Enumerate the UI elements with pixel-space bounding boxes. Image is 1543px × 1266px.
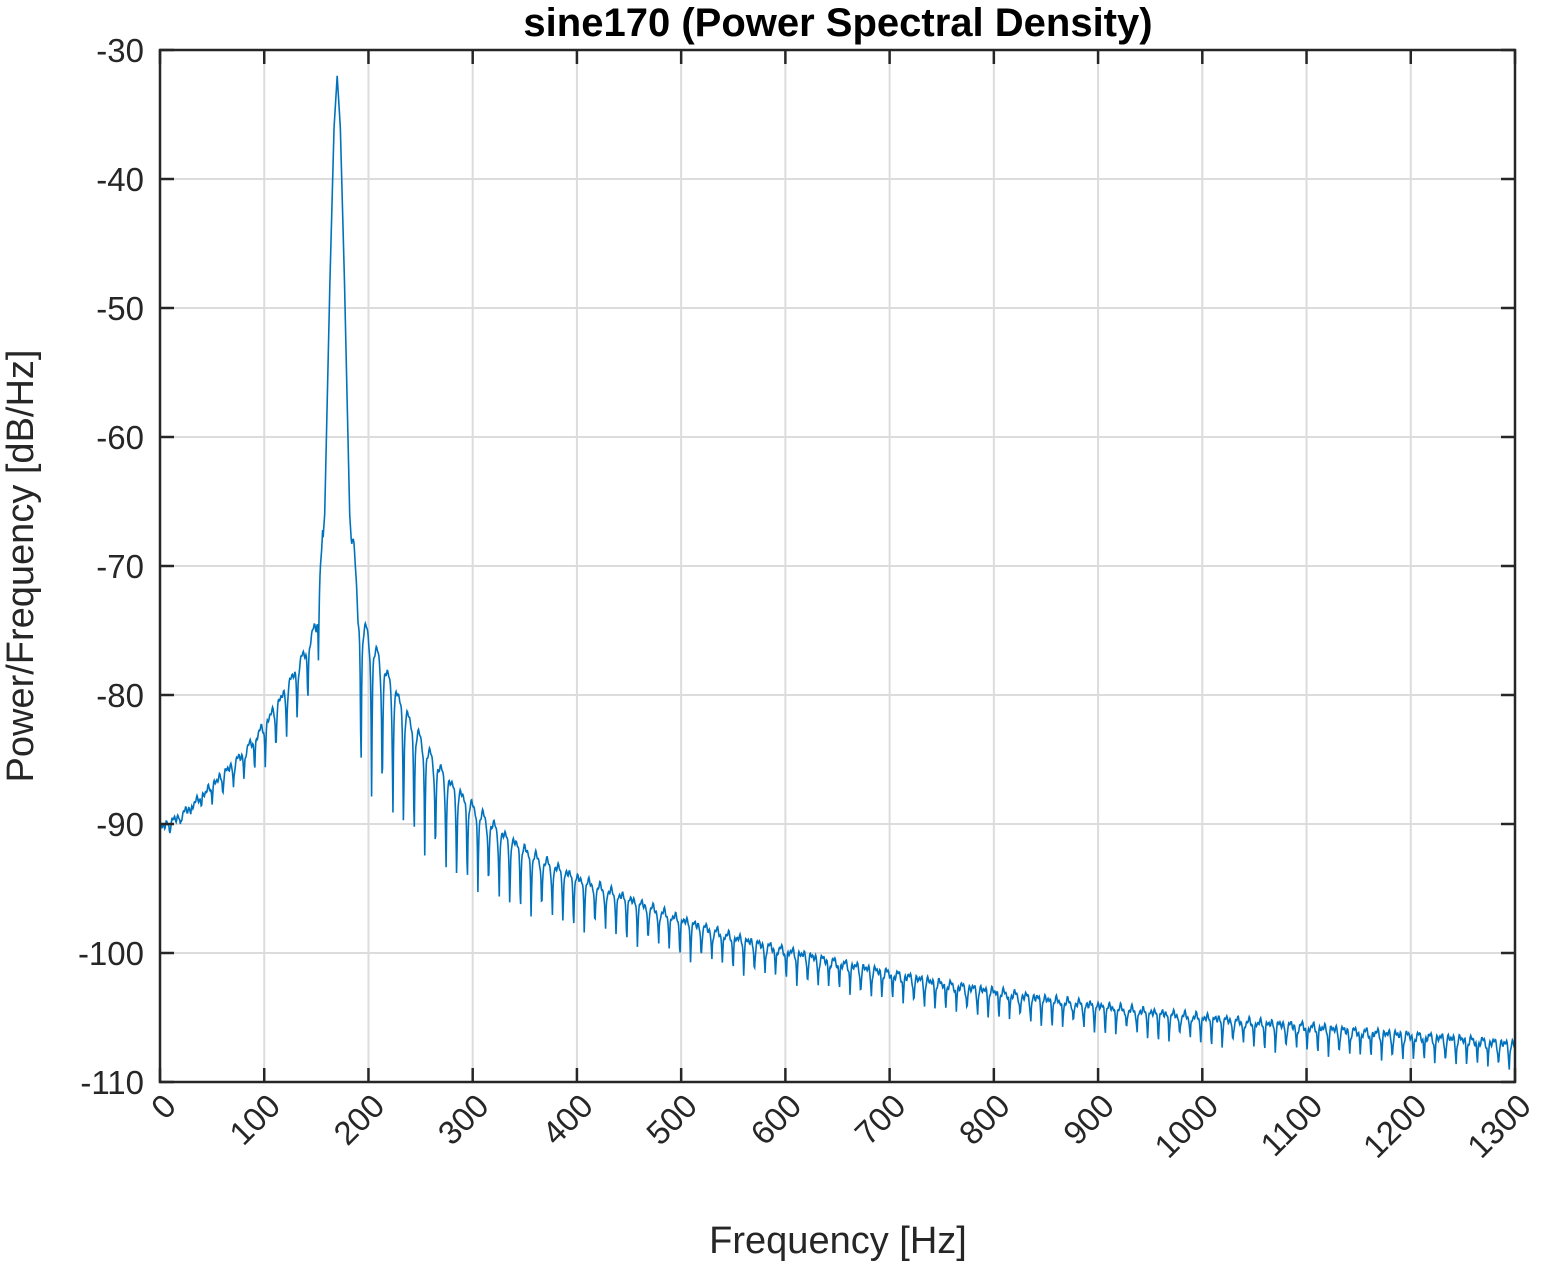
y-tick-label: -80 (96, 677, 144, 714)
y-axis-label: Power/Frequency [dB/Hz] (0, 350, 42, 783)
y-tick-label: -40 (96, 161, 144, 198)
y-tick-label: -110 (80, 1064, 144, 1101)
y-gridlines (160, 49, 1515, 1083)
x-tick-label: 100 (222, 1087, 287, 1152)
x-tick-label: 600 (743, 1087, 808, 1152)
x-tick-label: 500 (639, 1087, 704, 1152)
x-tick-label: 400 (535, 1087, 600, 1152)
chart-title: sine170 (Power Spectral Density) (523, 1, 1152, 45)
x-tick-label: 0 (144, 1087, 183, 1126)
y-tick-label: -30 (96, 32, 144, 69)
y-tick-labels: -30 -40 -50 -60 -70 -80 -90 -100 -110 (78, 32, 144, 1101)
x-tick-label: 1200 (1356, 1087, 1434, 1165)
y-tick-label: -50 (96, 290, 144, 327)
x-tick-label: 1300 (1460, 1087, 1538, 1165)
x-tick-label: 1100 (1253, 1087, 1329, 1163)
x-tick-marks (158, 50, 1517, 1082)
x-tick-label: 900 (1056, 1087, 1121, 1152)
y-tick-label: -100 (78, 935, 144, 972)
x-tick-label: 300 (431, 1087, 496, 1152)
x-tick-label: 200 (326, 1087, 391, 1152)
y-tick-label: -60 (96, 419, 144, 456)
y-tick-label: -70 (96, 548, 144, 585)
x-tick-label: 1000 (1147, 1087, 1225, 1165)
x-tick-label: 700 (847, 1087, 912, 1152)
x-tick-label: 800 (952, 1087, 1017, 1152)
y-tick-label: -90 (96, 806, 144, 843)
y-tick-marks (160, 48, 1515, 1084)
x-tick-labels: 0 100 200 300 400 500 600 700 800 900 1000 1100 1200… (144, 1087, 1538, 1165)
psd-series-line (159, 75, 1516, 1070)
x-axis-label: Frequency [Hz] (709, 1220, 967, 1262)
